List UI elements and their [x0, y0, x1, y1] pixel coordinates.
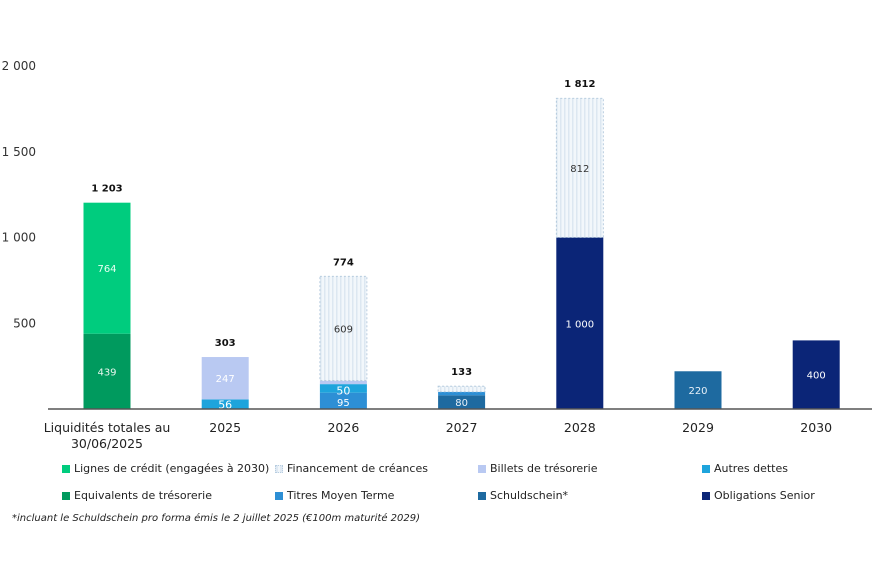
bar-segment [437, 385, 486, 393]
bar-segment-label: 95 [337, 398, 350, 409]
bar-segment [319, 380, 367, 385]
legend-item: Autres dettes [702, 462, 788, 475]
bar-segment [555, 97, 604, 238]
bar-segment [556, 237, 604, 409]
legend-label: Schuldschein* [490, 489, 569, 502]
bar-segment [319, 392, 367, 409]
bar-stack: 439 764 1 203 [83, 184, 131, 409]
bar-segment-label: 439 [97, 367, 116, 378]
bar-segment [201, 357, 249, 400]
x-tick-label: 2026 [327, 420, 359, 435]
legend-swatch [702, 491, 710, 500]
legend-item: Lignes de crédit (engagées à 2030) [62, 462, 269, 475]
bar-stack: 80 133 [437, 367, 486, 409]
x-tick-label: 2030 [800, 420, 832, 435]
legend-swatch [478, 464, 486, 473]
bar-total-label: 1 812 [564, 79, 595, 90]
y-tick-label: 500 [13, 316, 36, 330]
legend-swatch [275, 464, 283, 473]
legend-swatch [275, 491, 283, 500]
bar-segment [319, 384, 367, 393]
legend-swatch [702, 464, 710, 473]
bar-total-label: 774 [333, 257, 354, 268]
x-tick-label: 30/06/2025 [71, 436, 143, 451]
bar-segment [438, 395, 486, 409]
legend-label: Lignes de crédit (engagées à 2030) [74, 462, 270, 475]
legend-item: Financement de créances [275, 462, 428, 475]
legend-label: Financement de créances [287, 462, 428, 475]
footnote: *incluant le Schuldschein pro forma émis… [12, 513, 421, 524]
bar-segment-label: 609 [334, 324, 353, 335]
legend-label: Autres dettes [714, 462, 788, 475]
legend-swatch [62, 464, 70, 473]
y-tick-label: 2 000 [2, 59, 36, 73]
legend-label: Titres Moyen Terme [287, 489, 395, 502]
x-tick-label: Liquidités totales au [44, 420, 171, 435]
bar-stack: 400 [792, 340, 840, 409]
x-tick-label: 2028 [564, 420, 596, 435]
legend-swatch [62, 491, 70, 500]
x-tick-label: 2029 [682, 420, 714, 435]
bar-segment-label: 247 [216, 374, 235, 385]
bar-stack: 1 000 812 1 812 [555, 79, 604, 409]
bar-segment-label: 764 [97, 264, 116, 275]
y-tick-label: 1 500 [2, 145, 36, 159]
bar-segment-label: 80 [455, 398, 468, 409]
x-tick-label: 2027 [446, 420, 478, 435]
bar-segment-label: 812 [570, 164, 589, 175]
bar-segment [83, 202, 131, 334]
bar-segment [201, 399, 249, 409]
bar-total-label: 133 [451, 367, 472, 378]
legend-swatch [478, 491, 486, 500]
bar-segment-label: 1 000 [565, 319, 594, 330]
bar-segment-label: 400 [807, 371, 826, 382]
bar-segment-label: 220 [688, 386, 707, 397]
bar-segment [319, 275, 368, 382]
bar-stack: 220 [674, 371, 722, 409]
y-axis: 500 1 000 1 500 2 000 [2, 59, 36, 330]
bar-segment [674, 371, 722, 409]
legend-item: Titres Moyen Terme [275, 489, 394, 502]
bar-segment [438, 391, 486, 396]
x-tick-label: 2025 [209, 420, 241, 435]
legend-item: Billets de trésorerie [478, 462, 598, 475]
bar-segment-label: 50 [336, 385, 350, 398]
legend-label: Obligations Senior [714, 489, 815, 502]
legend-item: Equivalents de trésorerie [62, 489, 212, 502]
bar-segment [792, 340, 840, 409]
legend-item: Schuldschein* [478, 489, 568, 502]
y-tick-label: 1 000 [2, 231, 36, 245]
legend-item: Obligations Senior [702, 489, 815, 502]
bar-total-label: 303 [215, 338, 236, 349]
bar-segment [83, 333, 131, 409]
legend-label: Billets de trésorerie [490, 462, 598, 475]
legend-label: Equivalents de trésorerie [74, 489, 213, 502]
bar-total-label: 1 203 [91, 184, 122, 195]
